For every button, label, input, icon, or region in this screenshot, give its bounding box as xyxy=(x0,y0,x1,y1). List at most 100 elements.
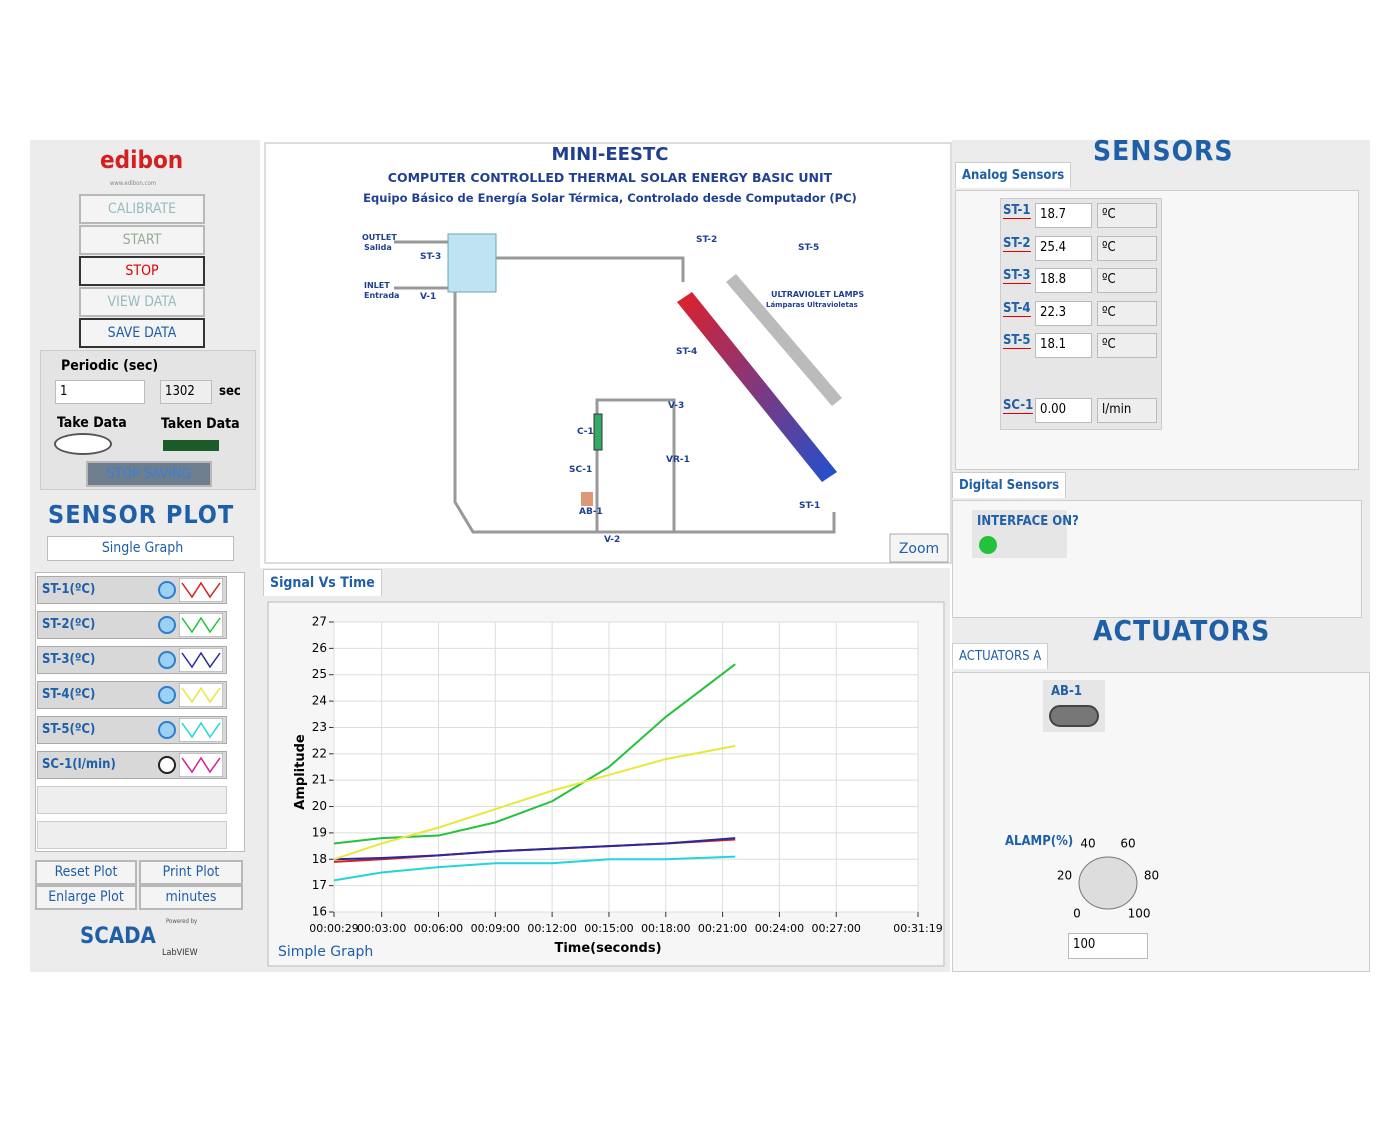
icon-frame xyxy=(179,718,223,742)
y-tick-label: 18 xyxy=(312,852,327,866)
units-select[interactable]: minutes xyxy=(139,885,243,910)
sensor-value: 0.00 xyxy=(1035,398,1092,423)
label: ULTRAVIOLET LAMPS xyxy=(771,290,864,299)
periodic-input[interactable]: 1 xyxy=(55,380,145,404)
channel-toggle[interactable] xyxy=(158,581,176,599)
diagram-tag: AB-1 xyxy=(579,507,603,517)
sensor-unit: ºC xyxy=(1097,300,1157,326)
diagram-tag: VR-1 xyxy=(666,455,690,465)
dial-knob[interactable] xyxy=(1078,856,1138,910)
x-tick-label: 00:06:00 xyxy=(414,922,463,935)
powered-by: Powered by xyxy=(166,918,198,925)
dial-label: 20 xyxy=(1057,869,1072,883)
ab1-label: AB-1 xyxy=(1051,684,1082,699)
take-data-button[interactable] xyxy=(54,433,112,455)
x-tick-label: 00:21:00 xyxy=(698,922,747,935)
solar-collector xyxy=(677,292,837,482)
diagram-tag: C-1 xyxy=(577,427,594,437)
enlarge-plot-button[interactable]: Enlarge Plot xyxy=(35,885,137,910)
take-data-label: Take Data xyxy=(57,415,127,431)
dial-label: 0 xyxy=(1073,907,1081,921)
label: Salida xyxy=(364,243,392,252)
zoom-label[interactable]: Zoom xyxy=(899,541,939,557)
analog-tab[interactable]: Analog Sensors xyxy=(955,162,1072,188)
x-tick-label: 00:09:00 xyxy=(471,922,520,935)
print-plot-button[interactable]: Print Plot xyxy=(139,860,243,885)
tank xyxy=(447,233,497,293)
label: INLET xyxy=(364,281,390,290)
reset-plot-button[interactable]: Reset Plot xyxy=(35,860,137,885)
taken-data-led xyxy=(163,440,219,451)
periodic-unit: sec xyxy=(219,384,241,399)
sensor-unit: ºC xyxy=(1097,235,1157,261)
diagram-tag: ST-2 xyxy=(696,235,717,245)
control-button[interactable]: SAVE DATA xyxy=(79,318,205,348)
icon-wave xyxy=(181,616,221,634)
icon-wave xyxy=(181,686,221,704)
control-button[interactable]: STOP xyxy=(79,256,205,286)
channel-icon xyxy=(179,683,223,707)
ab1-switch[interactable] xyxy=(1049,705,1099,727)
dial-label: 60 xyxy=(1120,836,1135,850)
label: OUTLET xyxy=(362,233,397,242)
x-tick-label: 00:31:19 xyxy=(893,922,942,935)
x-tick-label: 00:03:00 xyxy=(357,922,406,935)
y-tick-label: 20 xyxy=(312,799,327,813)
diagram-tag: ST-5 xyxy=(798,243,819,253)
channel-toggle[interactable] xyxy=(158,756,176,774)
stop-saving-button[interactable]: STOP SAVING xyxy=(86,461,212,487)
logo-url: www.edibon.com xyxy=(110,180,157,187)
channel-toggle[interactable] xyxy=(158,616,176,634)
x-tick-label: 00:24:00 xyxy=(755,922,804,935)
y-tick-label: 21 xyxy=(312,773,327,787)
series-line xyxy=(333,855,736,882)
channel-icon xyxy=(179,578,223,602)
sensor-value: 18.8 xyxy=(1035,268,1092,293)
lamp-input[interactable]: 100 xyxy=(1068,933,1148,959)
channel-toggle[interactable] xyxy=(158,686,176,704)
scada-logo: SCADA xyxy=(80,924,156,949)
icon-frame xyxy=(179,578,223,602)
pump xyxy=(581,492,593,506)
chart: Time(seconds) Amplitude Simple Graph 16 1… xyxy=(267,601,945,967)
channel-toggle[interactable] xyxy=(158,721,176,739)
sensor-label: ST-5 xyxy=(1003,333,1031,349)
channel-icon xyxy=(179,613,223,637)
x-tick-label: 00:00:29 xyxy=(309,922,358,935)
periodic-label: Periodic (sec) xyxy=(61,358,159,374)
diagram-tag: ST-3 xyxy=(420,252,441,262)
lamp-dial[interactable]: 0 20 40 60 80 100 xyxy=(1050,825,1170,935)
dial-label: 40 xyxy=(1080,836,1095,850)
series-line xyxy=(333,837,736,861)
graph-tab[interactable]: Signal Vs Time xyxy=(263,569,382,596)
digital-tab[interactable]: Digital Sensors xyxy=(952,472,1067,498)
sensor-label: ST-3 xyxy=(1003,268,1031,284)
channel-icon xyxy=(179,753,223,777)
control-button[interactable]: START xyxy=(79,225,205,255)
plot-mode-select[interactable]: Single Graph xyxy=(47,536,234,561)
y-tick-label: 23 xyxy=(312,720,327,734)
channel-empty xyxy=(37,821,227,849)
sensor-value: 22.3 xyxy=(1035,300,1092,326)
x-axis-label: Time(seconds) xyxy=(554,941,661,956)
sensor-label: ST-1 xyxy=(1003,203,1031,219)
sensor-plot-title: SENSOR PLOT xyxy=(48,500,235,529)
actuators-tab[interactable]: ACTUATORS A xyxy=(952,643,1049,669)
periodic-count: 1302 xyxy=(160,380,212,404)
diagram-tag: ST-1 xyxy=(799,501,820,511)
sensor-unit: l/min xyxy=(1097,398,1157,423)
control-button[interactable]: CALIBRATE xyxy=(79,194,205,224)
x-tick-label: 00:12:00 xyxy=(527,922,576,935)
labview-logo: LabVIEW xyxy=(162,948,198,958)
dial-label: 100 xyxy=(1128,907,1151,921)
taken-data-label: Taken Data xyxy=(161,416,240,432)
control-button[interactable]: VIEW DATA xyxy=(79,287,205,317)
channel-toggle[interactable] xyxy=(158,651,176,669)
diagram-tag: V-3 xyxy=(668,401,684,411)
y-tick-label: 16 xyxy=(312,905,327,919)
caudalimeter xyxy=(593,413,603,451)
diagram-tag: ST-4 xyxy=(676,347,697,357)
interface-led xyxy=(979,536,997,554)
zoom-button[interactable] xyxy=(889,533,949,563)
diagram-tag: SC-1 xyxy=(569,465,592,475)
